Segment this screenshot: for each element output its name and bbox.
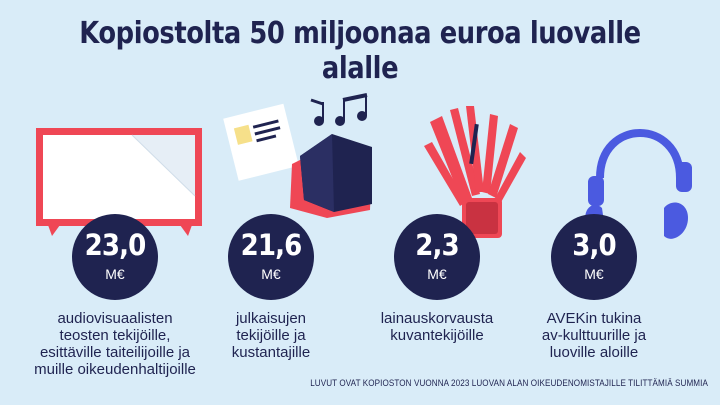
unit: M€ [427, 266, 447, 282]
unit: M€ [105, 266, 125, 282]
value: 23,0 [84, 228, 147, 262]
value-badge-2: 21,6 M€ [228, 214, 314, 300]
description-line: teosten tekijöille, [59, 327, 171, 344]
tv-icon [36, 128, 202, 236]
description-1: audiovisuaalisten teosten tekijöille, es… [30, 310, 200, 378]
description-line: kustantajille [231, 344, 311, 361]
description-2: julkaisujen tekijöille ja kustantajille [186, 310, 356, 361]
description-4: AVEKin tukina av-kulttuurille ja luovill… [509, 310, 679, 361]
description-3: lainauskorvausta kuvantekijöille [352, 310, 522, 344]
book-music-icon [223, 93, 372, 218]
description-line: kuvantekijöille [390, 327, 484, 344]
description-line: muille oikeudenhaltijoille [34, 361, 196, 378]
value-badge-4: 3,0 M€ [551, 214, 637, 300]
description-line: lainauskorvausta [380, 310, 494, 327]
footnote: LUVUT OVAT KOPIOSTON VUONNA 2023 LUOVAN … [310, 378, 708, 388]
description-line: audiovisuaalisten [57, 310, 173, 327]
description-line: AVEKin tukina [546, 310, 642, 327]
value: 21,6 [240, 228, 303, 262]
headphones-icon [585, 129, 692, 240]
value: 3,0 [572, 228, 616, 262]
unit: M€ [584, 266, 604, 282]
description-line: av-kulttuurille ja [541, 327, 647, 344]
unit: M€ [261, 266, 281, 282]
description-line: esittäville taiteilijoille ja [39, 344, 191, 361]
description-line: luoville aloille [549, 344, 639, 361]
description-line: tekijöille ja [236, 327, 306, 344]
page-title: Kopiostolta 50 miljoonaa euroa luovalle … [79, 16, 641, 86]
value-badge-3: 2,3 M€ [394, 214, 480, 300]
value-badge-1: 23,0 M€ [72, 214, 158, 300]
description-line: julkaisujen [235, 310, 307, 327]
brushes-icon [424, 106, 526, 238]
value: 2,3 [415, 228, 459, 262]
